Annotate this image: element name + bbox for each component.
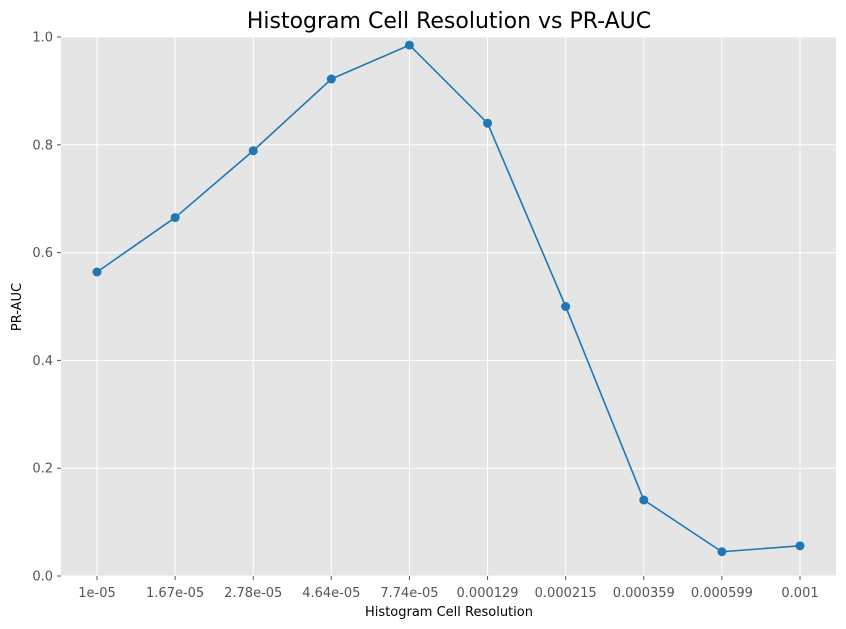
- data-point: [404, 40, 414, 50]
- x-tick-label: 0.000359: [613, 586, 675, 601]
- y-tick-label: 0.6: [32, 246, 53, 261]
- x-tick-label: 1.67e-05: [146, 586, 204, 601]
- x-tick-label: 0.000215: [535, 586, 597, 601]
- data-point: [92, 267, 102, 277]
- data-point: [170, 213, 180, 223]
- data-point: [561, 302, 571, 311]
- y-tick-label: 0.0: [32, 570, 53, 585]
- data-series: [92, 40, 805, 557]
- data-point: [326, 74, 336, 84]
- data-point: [795, 541, 805, 551]
- x-tick-label: 7.74e-05: [380, 586, 438, 601]
- data-point: [639, 495, 649, 505]
- tick-labels: 1e-05 1.67e-05 2.78e-05 4.64e-05 7.74e-05 0.0…: [32, 31, 818, 602]
- x-axis-label: Histogram Cell Resolution: [365, 605, 533, 620]
- x-tick-label: 0.000129: [457, 586, 519, 601]
- x-tick-label: 0.000599: [691, 586, 753, 601]
- plot-area: [61, 37, 836, 576]
- y-tick-label: 1.0: [32, 31, 53, 46]
- y-axis-label: PR-AUC: [10, 283, 25, 331]
- y-tick-label: 0.2: [32, 462, 53, 477]
- x-tick-label: 0.001: [781, 586, 818, 601]
- x-tick-label: 1e-05: [78, 586, 116, 601]
- x-tick-label: 4.64e-05: [302, 586, 360, 601]
- chart-title: Histogram Cell Resolution vs PR-AUC: [247, 9, 651, 34]
- y-tick-label: 0.8: [32, 138, 53, 153]
- data-point: [248, 146, 258, 156]
- series-line: [96, 44, 801, 553]
- x-tick-label: 2.78e-05: [224, 586, 282, 601]
- y-tick-label: 0.4: [32, 354, 53, 369]
- data-point: [483, 118, 493, 128]
- data-point: [717, 547, 727, 557]
